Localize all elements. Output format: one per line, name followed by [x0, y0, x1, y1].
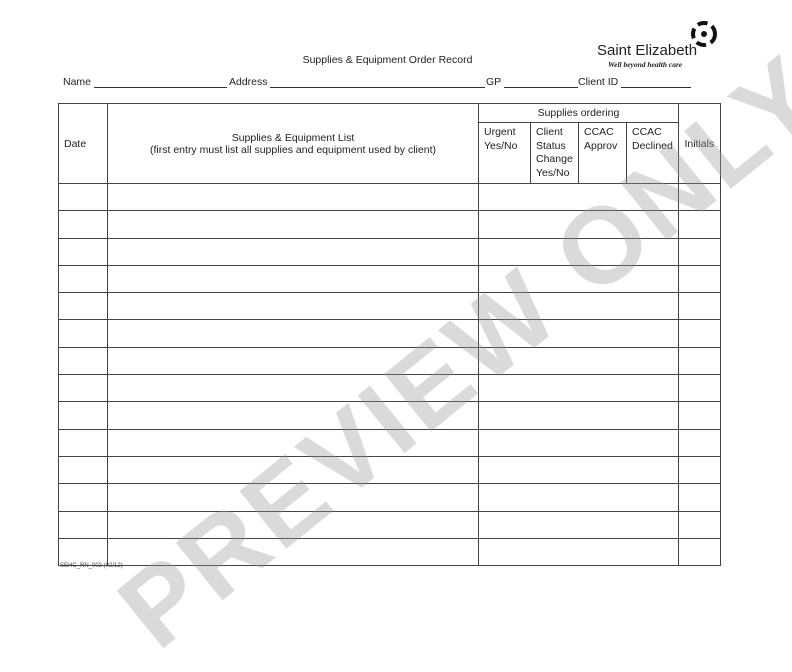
ordering-cell[interactable] — [478, 210, 679, 239]
logo-tagline: Well beyond health care — [608, 60, 683, 69]
date-cell[interactable] — [58, 374, 108, 403]
address-label: Address — [229, 76, 268, 88]
initials-cell[interactable] — [677, 510, 721, 539]
date-cell[interactable] — [58, 510, 108, 539]
table-row — [58, 483, 721, 512]
table-row — [58, 510, 721, 539]
initials-cell[interactable] — [677, 292, 721, 321]
list-cell[interactable] — [107, 292, 479, 321]
list-cell[interactable] — [107, 455, 479, 485]
date-cell[interactable] — [58, 264, 108, 294]
header-ccac-declined: CCAC Declined — [626, 122, 679, 184]
header-ordering: Supplies ordering — [478, 103, 679, 123]
table-row — [58, 374, 721, 403]
initials-cell[interactable] — [677, 483, 721, 512]
client-id-label: Client ID — [578, 76, 619, 88]
client-id-field[interactable]: Client ID — [578, 76, 692, 88]
list-cell[interactable] — [107, 537, 479, 567]
table-row — [58, 401, 721, 430]
ordering-cell[interactable] — [478, 483, 679, 512]
logo-icon — [691, 21, 717, 47]
initials-cell[interactable] — [677, 455, 721, 485]
date-cell[interactable] — [58, 537, 108, 567]
date-cell[interactable] — [58, 210, 108, 239]
ordering-cell[interactable] — [478, 264, 679, 294]
ordering-cell[interactable] — [478, 401, 679, 430]
table-row — [58, 237, 721, 266]
initials-cell[interactable] — [677, 537, 721, 567]
initials-cell[interactable] — [677, 346, 721, 376]
list-title: Supplies & Equipment List — [231, 131, 355, 144]
list-cell[interactable] — [107, 182, 479, 212]
table-row — [58, 319, 721, 348]
table-row — [58, 428, 721, 457]
form-code: SEHC_RN_002 (02/12) — [60, 563, 123, 569]
page-title: Supplies & Equipment Order Record — [302, 54, 473, 66]
ordering-cell[interactable] — [478, 374, 679, 403]
ordering-cell[interactable] — [478, 292, 679, 321]
header-date: Date — [58, 103, 108, 184]
list-cell[interactable] — [107, 374, 479, 403]
date-cell[interactable] — [58, 428, 108, 457]
initials-cell[interactable] — [677, 182, 721, 212]
list-cell[interactable] — [107, 483, 479, 512]
table-row — [58, 292, 721, 321]
date-cell[interactable] — [58, 483, 108, 512]
ordering-cell[interactable] — [478, 455, 679, 485]
date-cell[interactable] — [58, 346, 108, 376]
address-input[interactable] — [270, 76, 486, 88]
initials-cell[interactable] — [677, 428, 721, 457]
initials-cell[interactable] — [677, 264, 721, 294]
list-cell[interactable] — [107, 510, 479, 539]
address-field[interactable]: Address — [229, 76, 486, 88]
date-cell[interactable] — [58, 182, 108, 212]
header-ccac-approv: CCAC Approv — [578, 122, 627, 184]
client-id-input[interactable] — [621, 76, 692, 88]
date-cell[interactable] — [58, 319, 108, 348]
ordering-cell[interactable] — [478, 346, 679, 376]
gp-input[interactable] — [503, 76, 578, 88]
list-cell[interactable] — [107, 428, 479, 457]
gp-field[interactable]: GP — [486, 76, 578, 88]
logo-name: Saint Elizabeth — [597, 42, 698, 59]
table-row — [58, 346, 721, 376]
initials-cell[interactable] — [677, 401, 721, 430]
table-row — [58, 537, 721, 567]
list-cell[interactable] — [107, 401, 479, 430]
header-list: Supplies & Equipment List (first entry m… — [107, 103, 479, 184]
ordering-cell[interactable] — [478, 319, 679, 348]
table-row — [58, 210, 721, 239]
table-row — [58, 455, 721, 485]
name-field[interactable]: Name — [63, 76, 227, 88]
date-cell[interactable] — [58, 292, 108, 321]
list-note: (first entry must list all supplies and … — [150, 143, 436, 156]
ordering-cell[interactable] — [478, 428, 679, 457]
ordering-cell[interactable] — [478, 182, 679, 212]
table-row — [58, 264, 721, 294]
list-cell[interactable] — [107, 264, 479, 294]
date-cell[interactable] — [58, 401, 108, 430]
date-cell[interactable] — [58, 455, 108, 485]
table-row — [58, 182, 721, 212]
initials-cell[interactable] — [677, 237, 721, 266]
list-cell[interactable] — [107, 346, 479, 376]
list-cell[interactable] — [107, 237, 479, 266]
ordering-cell[interactable] — [478, 237, 679, 266]
name-input[interactable] — [93, 76, 227, 88]
order-table: Date Supplies & Equipment List (first en… — [58, 103, 721, 567]
header-client-status: Client Status Change Yes/No — [530, 122, 579, 184]
header-initials: Initials — [677, 103, 721, 184]
initials-cell[interactable] — [677, 319, 721, 348]
name-label: Name — [63, 76, 92, 88]
initials-cell[interactable] — [677, 210, 721, 239]
header-urgent: Urgent Yes/No — [478, 122, 531, 184]
list-cell[interactable] — [107, 210, 479, 239]
gp-label: GP — [486, 76, 501, 88]
list-cell[interactable] — [107, 319, 479, 348]
initials-cell[interactable] — [677, 374, 721, 403]
ordering-cell[interactable] — [478, 510, 679, 539]
date-cell[interactable] — [58, 237, 108, 266]
ordering-cell[interactable] — [478, 537, 679, 567]
